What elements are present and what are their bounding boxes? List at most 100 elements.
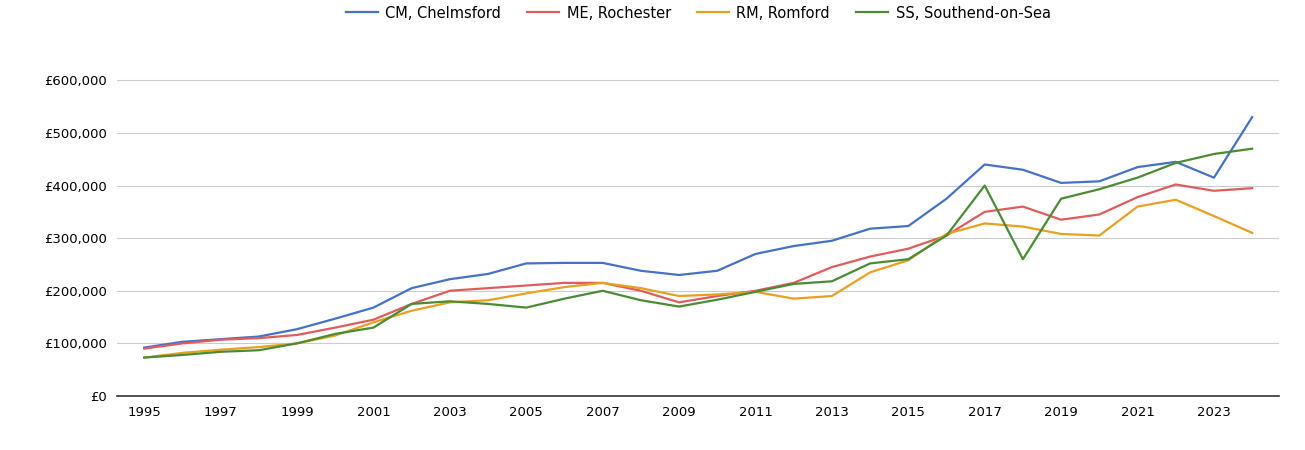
RM, Romford bbox=[786, 296, 801, 302]
SS, Southend-on-Sea bbox=[213, 349, 228, 355]
SS, Southend-on-Sea bbox=[251, 347, 266, 353]
RM, Romford bbox=[442, 300, 458, 305]
ME, Rochester bbox=[328, 325, 343, 330]
CM, Chelmsford bbox=[1168, 159, 1184, 165]
SS, Southend-on-Sea bbox=[1168, 160, 1184, 166]
ME, Rochester bbox=[938, 233, 954, 238]
SS, Southend-on-Sea bbox=[1053, 196, 1069, 202]
RM, Romford bbox=[823, 293, 839, 299]
SS, Southend-on-Sea bbox=[900, 256, 916, 262]
CM, Chelmsford bbox=[290, 327, 305, 332]
SS, Southend-on-Sea bbox=[633, 297, 649, 303]
SS, Southend-on-Sea bbox=[328, 331, 343, 337]
RM, Romford bbox=[1168, 197, 1184, 202]
ME, Rochester bbox=[480, 285, 496, 291]
SS, Southend-on-Sea bbox=[1245, 146, 1261, 151]
Line: RM, Romford: RM, Romford bbox=[144, 200, 1253, 358]
RM, Romford bbox=[900, 257, 916, 263]
RM, Romford bbox=[1206, 213, 1221, 219]
RM, Romford bbox=[480, 297, 496, 303]
SS, Southend-on-Sea bbox=[557, 296, 573, 302]
SS, Southend-on-Sea bbox=[290, 341, 305, 346]
SS, Southend-on-Sea bbox=[175, 352, 191, 358]
CM, Chelmsford bbox=[748, 251, 763, 256]
ME, Rochester bbox=[1168, 182, 1184, 187]
CM, Chelmsford bbox=[633, 268, 649, 274]
ME, Rochester bbox=[748, 288, 763, 293]
RM, Romford bbox=[251, 344, 266, 350]
Legend: CM, Chelmsford, ME, Rochester, RM, Romford, SS, Southend-on-Sea: CM, Chelmsford, ME, Rochester, RM, Romfo… bbox=[339, 0, 1057, 27]
SS, Southend-on-Sea bbox=[595, 288, 611, 293]
ME, Rochester bbox=[595, 280, 611, 286]
ME, Rochester bbox=[1053, 217, 1069, 222]
CM, Chelmsford bbox=[1206, 175, 1221, 180]
CM, Chelmsford bbox=[1091, 179, 1107, 184]
RM, Romford bbox=[1053, 231, 1069, 237]
SS, Southend-on-Sea bbox=[403, 301, 419, 306]
ME, Rochester bbox=[863, 254, 878, 259]
ME, Rochester bbox=[633, 288, 649, 293]
ME, Rochester bbox=[136, 346, 151, 351]
RM, Romford bbox=[175, 350, 191, 356]
SS, Southend-on-Sea bbox=[823, 279, 839, 284]
ME, Rochester bbox=[213, 337, 228, 342]
Line: ME, Rochester: ME, Rochester bbox=[144, 184, 1253, 349]
RM, Romford bbox=[290, 341, 305, 346]
CM, Chelmsford bbox=[557, 260, 573, 265]
ME, Rochester bbox=[710, 293, 726, 299]
RM, Romford bbox=[557, 284, 573, 290]
RM, Romford bbox=[1130, 204, 1146, 209]
ME, Rochester bbox=[1130, 194, 1146, 200]
CM, Chelmsford bbox=[442, 276, 458, 282]
CM, Chelmsford bbox=[823, 238, 839, 243]
SS, Southend-on-Sea bbox=[518, 305, 534, 310]
CM, Chelmsford bbox=[213, 337, 228, 342]
SS, Southend-on-Sea bbox=[863, 261, 878, 266]
SS, Southend-on-Sea bbox=[442, 299, 458, 304]
CM, Chelmsford bbox=[175, 339, 191, 345]
CM, Chelmsford bbox=[1053, 180, 1069, 185]
CM, Chelmsford bbox=[1015, 167, 1031, 172]
ME, Rochester bbox=[290, 332, 305, 338]
SS, Southend-on-Sea bbox=[748, 289, 763, 294]
ME, Rochester bbox=[175, 341, 191, 346]
ME, Rochester bbox=[403, 301, 419, 306]
RM, Romford bbox=[671, 293, 686, 299]
CM, Chelmsford bbox=[328, 316, 343, 321]
SS, Southend-on-Sea bbox=[786, 281, 801, 287]
ME, Rochester bbox=[251, 335, 266, 341]
RM, Romford bbox=[136, 355, 151, 360]
RM, Romford bbox=[977, 220, 993, 226]
Line: SS, Southend-on-Sea: SS, Southend-on-Sea bbox=[144, 148, 1253, 358]
ME, Rochester bbox=[900, 246, 916, 252]
ME, Rochester bbox=[1206, 188, 1221, 194]
ME, Rochester bbox=[365, 317, 381, 322]
CM, Chelmsford bbox=[938, 196, 954, 202]
CM, Chelmsford bbox=[136, 345, 151, 350]
RM, Romford bbox=[748, 289, 763, 294]
CM, Chelmsford bbox=[365, 305, 381, 310]
ME, Rochester bbox=[671, 300, 686, 305]
SS, Southend-on-Sea bbox=[671, 304, 686, 309]
ME, Rochester bbox=[977, 209, 993, 215]
CM, Chelmsford bbox=[595, 260, 611, 265]
CM, Chelmsford bbox=[977, 162, 993, 167]
ME, Rochester bbox=[786, 280, 801, 286]
RM, Romford bbox=[1015, 224, 1031, 230]
ME, Rochester bbox=[823, 265, 839, 270]
SS, Southend-on-Sea bbox=[480, 301, 496, 306]
RM, Romford bbox=[518, 291, 534, 296]
ME, Rochester bbox=[1245, 185, 1261, 191]
SS, Southend-on-Sea bbox=[136, 355, 151, 360]
ME, Rochester bbox=[518, 283, 534, 288]
SS, Southend-on-Sea bbox=[1206, 151, 1221, 157]
ME, Rochester bbox=[557, 280, 573, 286]
SS, Southend-on-Sea bbox=[938, 233, 954, 238]
RM, Romford bbox=[1245, 230, 1261, 236]
RM, Romford bbox=[938, 231, 954, 237]
CM, Chelmsford bbox=[900, 223, 916, 229]
RM, Romford bbox=[863, 270, 878, 275]
ME, Rochester bbox=[1015, 204, 1031, 209]
CM, Chelmsford bbox=[403, 285, 419, 291]
RM, Romford bbox=[403, 308, 419, 314]
